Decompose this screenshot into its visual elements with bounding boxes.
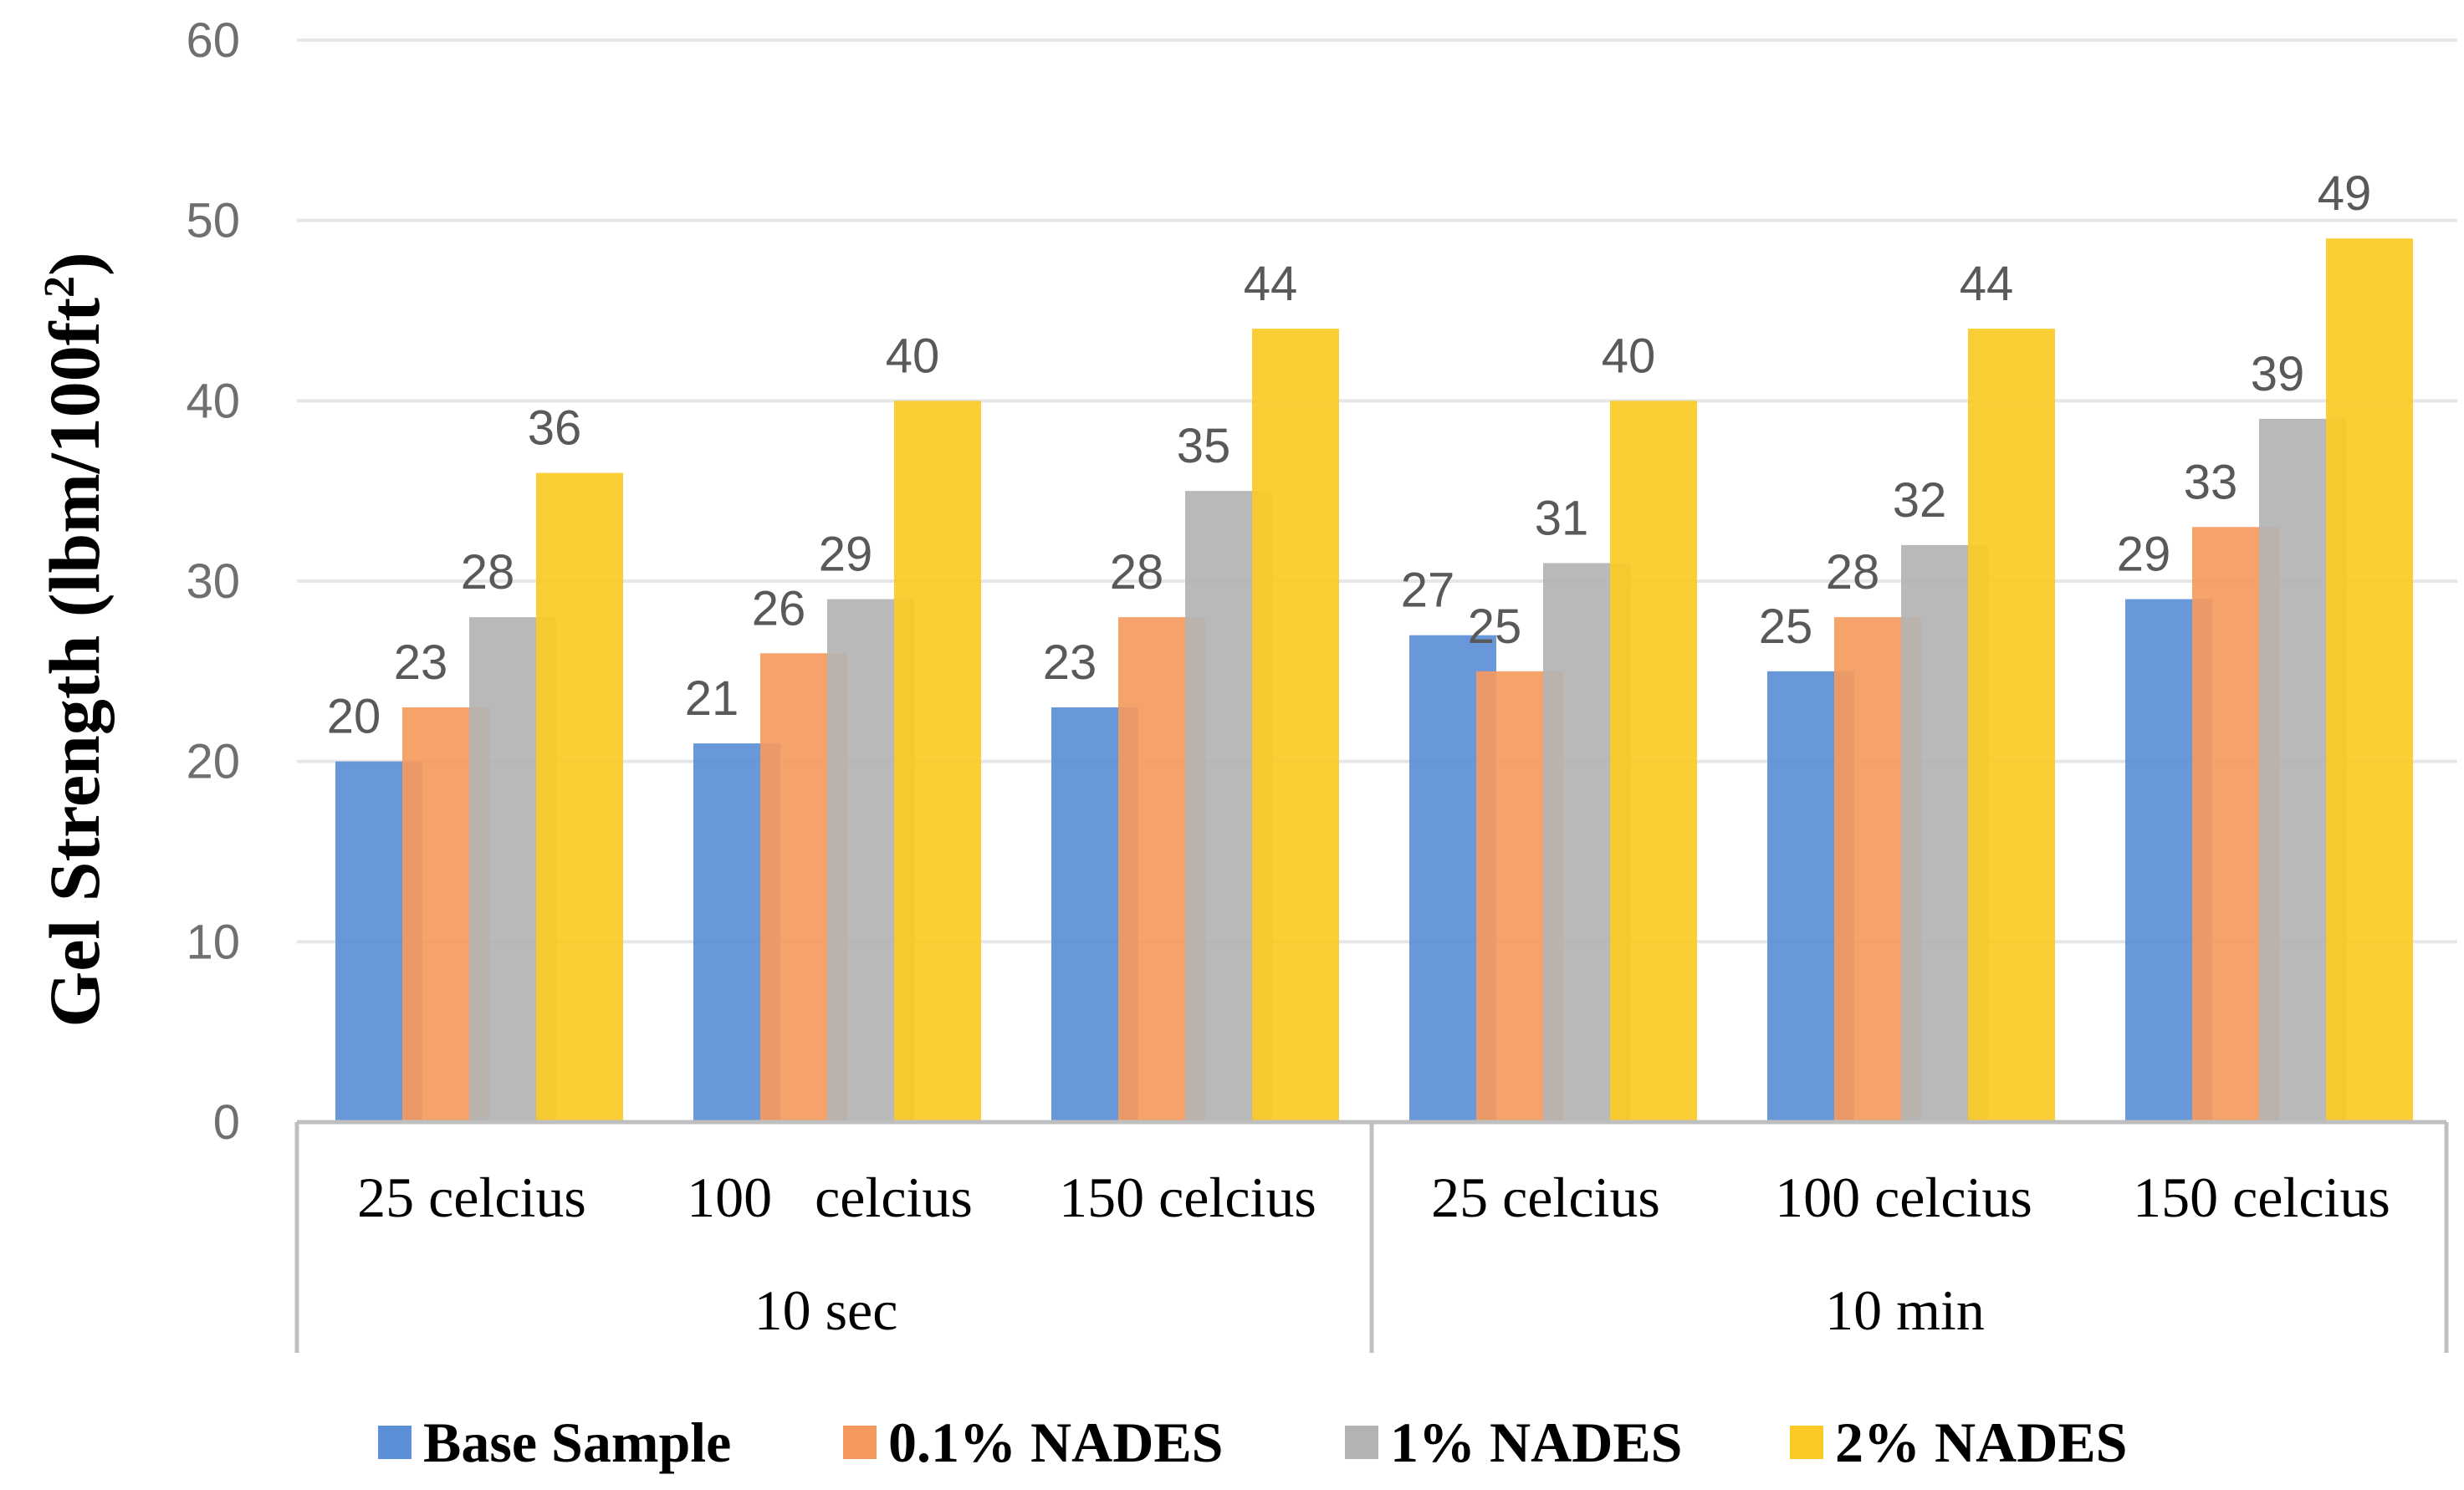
legend-swatch <box>1790 1426 1823 1459</box>
gridlines <box>297 38 2457 944</box>
y-tick-label: 30 <box>186 554 240 609</box>
group-label: 10 min <box>1825 1278 1985 1342</box>
data-label: 32 <box>1893 473 1947 528</box>
data-label: 25 <box>1468 600 1522 654</box>
data-label: 25 <box>1759 600 1813 654</box>
x-axis: 25 celcius 100 celcius 150 celcius 10 sec 25… <box>294 1120 2449 1353</box>
data-label: 28 <box>461 545 515 600</box>
data-label: 49 <box>2318 166 2372 221</box>
data-labels: 2023283621262940232835442725314025283244… <box>327 166 2372 743</box>
data-label: 33 <box>2184 455 2238 509</box>
legend-swatch <box>378 1426 412 1459</box>
category-label: 25 celcius <box>1431 1166 1660 1229</box>
bar <box>1968 329 2055 1123</box>
data-label: 44 <box>1960 257 2014 311</box>
y-axis-label: Gel Strength (lbm/100ft2) <box>34 252 115 1027</box>
category-label: 25 celcius <box>357 1166 586 1229</box>
y-tick-label: 60 <box>186 13 240 68</box>
category-label: 100 celcius <box>687 1166 973 1229</box>
data-label: 29 <box>2117 528 2171 582</box>
data-label: 23 <box>1043 635 1097 690</box>
category-label: 150 celcius <box>1059 1166 1316 1229</box>
data-label: 44 <box>1244 257 1298 311</box>
data-label: 26 <box>752 581 806 635</box>
y-tick-label: 20 <box>186 735 240 789</box>
y-tick-label: 50 <box>186 194 240 248</box>
legend-item[interactable]: Base Sample <box>378 1411 731 1474</box>
data-label: 35 <box>1177 419 1231 473</box>
bar <box>2326 238 2413 1122</box>
bar <box>1610 401 1697 1122</box>
bar <box>536 472 623 1122</box>
data-label: 31 <box>1535 491 1589 545</box>
legend-swatch <box>843 1426 877 1459</box>
data-label: 28 <box>1110 545 1164 600</box>
bars <box>335 238 2413 1123</box>
bar <box>1252 329 1339 1123</box>
y-tick-label: 0 <box>213 1095 240 1150</box>
y-tick-label: 40 <box>186 374 240 428</box>
y-axis-label-close: ) <box>34 252 115 276</box>
data-label: 28 <box>1826 545 1880 600</box>
y-axis-label-superscript: 2 <box>36 276 84 298</box>
legend-item[interactable]: 0.1% NADES <box>843 1411 1224 1474</box>
data-label: 29 <box>819 528 873 582</box>
data-label: 20 <box>327 690 381 744</box>
legend[interactable]: Base Sample 0.1% NADES 1% NADES 2% NADES <box>378 1411 2128 1474</box>
legend-label: 1% NADES <box>1390 1411 1683 1474</box>
data-label: 23 <box>394 635 448 690</box>
y-axis-ticks: 0 10 20 30 40 50 60 <box>186 13 240 1150</box>
legend-label: 0.1% NADES <box>888 1411 1224 1474</box>
data-label: 40 <box>886 329 940 383</box>
data-label: 21 <box>685 671 739 726</box>
legend-item[interactable]: 2% NADES <box>1790 1411 2128 1474</box>
group-label: 10 sec <box>754 1278 898 1342</box>
data-label: 40 <box>1602 329 1656 383</box>
y-axis-label-main: Gel Strength (lbm/100ft <box>34 298 115 1028</box>
legend-label: 2% NADES <box>1835 1411 2128 1474</box>
data-label: 36 <box>528 401 582 456</box>
legend-swatch <box>1345 1426 1378 1459</box>
data-label: 39 <box>2251 347 2305 401</box>
bar <box>894 401 981 1122</box>
category-label: 100 celcius <box>1775 1166 2032 1229</box>
category-label: 150 celcius <box>2133 1166 2390 1229</box>
legend-label: Base Sample <box>423 1411 731 1474</box>
legend-item[interactable]: 1% NADES <box>1345 1411 1683 1474</box>
data-label: 27 <box>1401 564 1455 618</box>
y-tick-label: 10 <box>186 915 240 969</box>
